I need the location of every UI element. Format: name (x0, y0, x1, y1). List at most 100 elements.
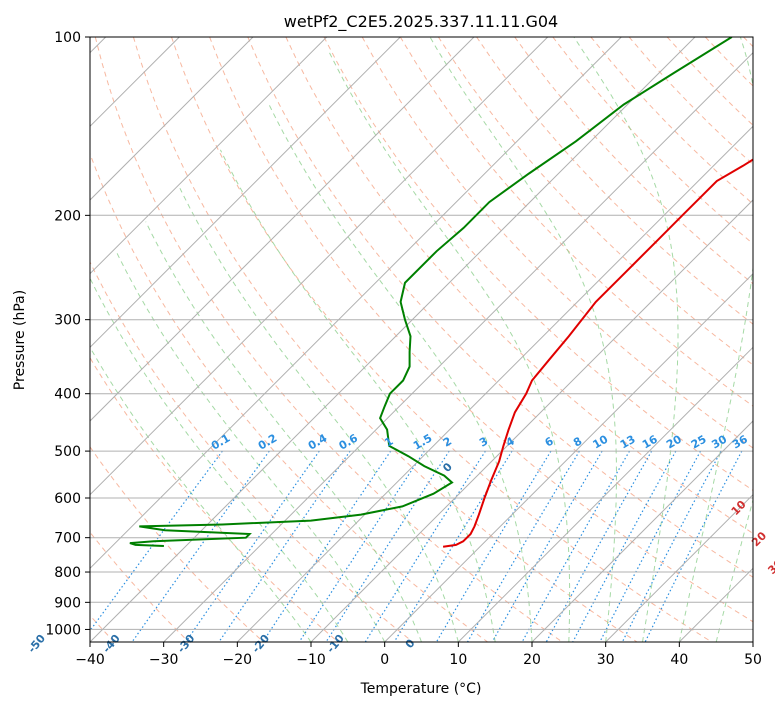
mixing-ratio-label: 36 (730, 432, 750, 451)
moist-adiabat-label: 30 (765, 557, 775, 577)
moist-adiabat (219, 149, 496, 642)
mixing-ratio-label: 25 (689, 433, 709, 452)
isotherm (752, 641, 753, 642)
dry-adiabat (209, 37, 753, 623)
isotherm (90, 37, 254, 201)
x-tick-label: 10 (449, 652, 467, 668)
plot-frame (89, 36, 754, 643)
isotherm (605, 493, 753, 642)
mixing-ratio-line (185, 450, 320, 642)
mixing-ratio-line (491, 450, 603, 642)
dry-adiabat (90, 260, 414, 642)
mixing-ratio-label: 0.4 (306, 431, 330, 452)
isotherm (90, 37, 622, 570)
mixing-ratio-line (90, 450, 223, 632)
mixing-ratio-label: 20 (664, 432, 684, 451)
moist-adiabat (179, 187, 459, 642)
y-tick-label: 600 (54, 491, 81, 507)
temperature-profile-line (442, 158, 753, 548)
dry-adiabat-label: -10 (324, 632, 347, 656)
dry-adiabat (90, 446, 264, 642)
mixing-ratio-label: 13 (618, 433, 638, 452)
mixing-ratio-line (621, 450, 722, 642)
moist-adiabat (573, 37, 679, 642)
y-axis-label: Pressure (hPa) (12, 290, 28, 390)
x-tick-label: 40 (670, 652, 688, 668)
dry-adiabat (90, 356, 339, 642)
mixing-ratio-line (364, 450, 486, 642)
series-lines (129, 37, 753, 548)
dry-adiabat (437, 37, 753, 366)
x-tick-label: 30 (597, 652, 615, 668)
y-tick-label: 900 (54, 595, 81, 611)
x-tick-label: −20 (223, 652, 253, 668)
freezing-level-label: 0 (440, 460, 455, 475)
mixing-ratio-line (599, 450, 702, 642)
isotherm (90, 37, 475, 422)
dry-adiabat (94, 37, 563, 642)
mixing-ratio-line (218, 450, 351, 642)
isotherm (236, 125, 753, 642)
mixing-ratio-label: 1.5 (411, 432, 434, 453)
y-axis: 100 200 300 400 500 600 700 800 900 1000 (45, 30, 90, 638)
moist-adiabat-label: 20 (749, 529, 769, 549)
mixing-ratio-line (521, 450, 631, 642)
moist-adiabat (90, 346, 312, 642)
mixing-ratio-line (572, 450, 677, 642)
mixing-ratio-line (466, 450, 580, 642)
x-tick-label: 0 (380, 652, 389, 668)
isotherm (90, 37, 401, 349)
y-tick-label: 700 (54, 531, 81, 547)
moist-adiabat (145, 221, 422, 642)
x-axis-label: Temperature (°C) (360, 681, 482, 697)
isotherm (90, 37, 696, 642)
dry-adiabat (399, 37, 753, 407)
dry-adiabat (247, 37, 753, 578)
moist-adiabat (752, 640, 753, 642)
dry-adiabat (132, 37, 638, 642)
y-tick-label: 1000 (45, 622, 81, 638)
isotherm (678, 567, 753, 642)
y-tick-label: 500 (54, 444, 81, 460)
moist-adiabat (327, 49, 571, 642)
moist-adiabat (115, 251, 386, 642)
mixing-ratio-line (545, 450, 653, 642)
x-tick-label: −30 (149, 652, 179, 668)
dry-adiabat (590, 37, 753, 205)
x-axis: −40 −30 −20 −10 0 10 20 30 40 50 (75, 642, 762, 668)
x-tick-label: −10 (296, 652, 326, 668)
dry-adiabat (743, 37, 753, 48)
dewpoint-profile-line (129, 37, 733, 547)
mixing-ratio-label: 3 (477, 435, 490, 450)
mixing-ratio-label: 2 (441, 435, 454, 450)
dry-adiabat (171, 37, 712, 642)
isotherm (90, 37, 549, 496)
x-tick-label: 50 (744, 652, 762, 668)
dry-adiabat-label: 0 (403, 636, 418, 650)
mixing-ratio-label: 16 (640, 432, 660, 451)
isotherm (457, 346, 753, 642)
mixing-ratio-line (435, 450, 552, 642)
grid-lines (90, 37, 753, 642)
dry-adiabat (323, 37, 753, 491)
moist-adiabat (90, 277, 349, 642)
dry-adiabat (704, 37, 753, 87)
moist-adiabat (268, 104, 533, 642)
mixing-ratio-label: 8 (571, 435, 584, 450)
dry-adiabat (666, 37, 753, 126)
x-tick-label: 20 (523, 652, 541, 668)
isotherm (90, 37, 328, 275)
mixing-ratio-label: 10 (590, 432, 610, 451)
dry-adiabat-label: -20 (249, 632, 272, 656)
chart-title: wetPf2_C2E5.2025.337.11.11.G04 (284, 12, 558, 32)
mixing-ratio-line (262, 450, 392, 642)
isotherm (310, 199, 753, 642)
x-tick-label: −40 (75, 652, 105, 668)
mixing-ratio-line (298, 450, 425, 642)
mixing-ratio-label: 30 (709, 432, 729, 451)
y-tick-label: 300 (54, 313, 81, 329)
mixing-ratio-line (325, 450, 450, 642)
mixing-ratio-line (644, 450, 743, 642)
dry-adiabat (90, 152, 488, 642)
